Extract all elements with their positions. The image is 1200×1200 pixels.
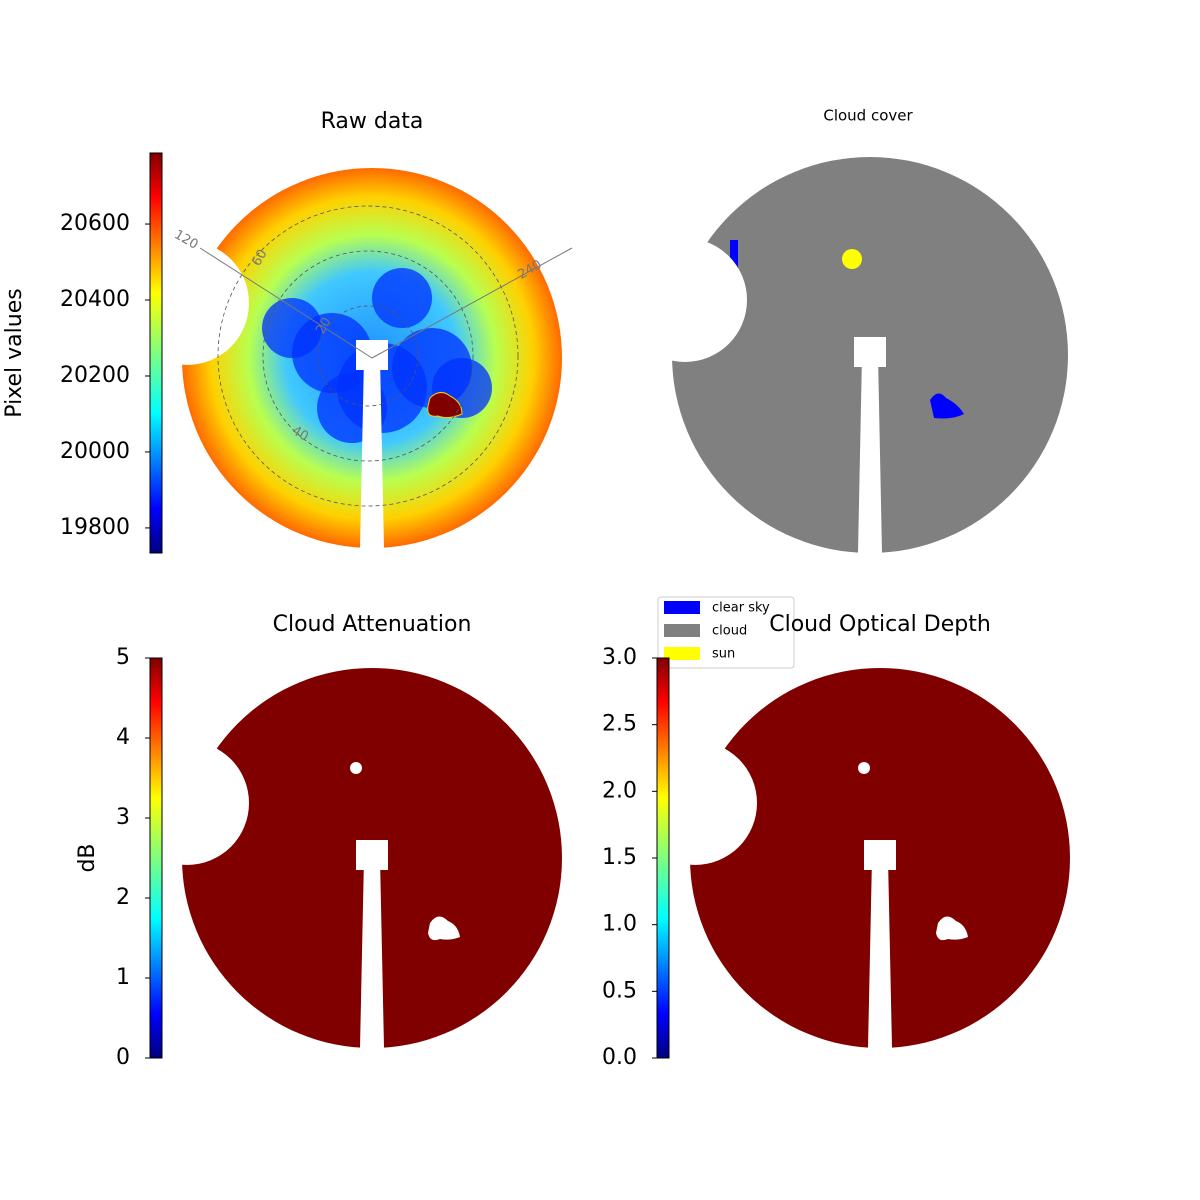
clear-sky-edge	[730, 240, 738, 280]
colorbar-tick-label: 0	[116, 1045, 130, 1070]
colorbar-tick-label: 2.0	[602, 778, 637, 803]
panel: Cloud Attenuation 0 1 2 3 4 5 dB	[75, 612, 562, 1070]
colorbar-tick-label: 19800	[60, 515, 130, 540]
panel-title: Cloud cover	[823, 107, 913, 125]
legend-label: sun	[712, 647, 735, 662]
blob	[262, 298, 322, 358]
colorbar-tick-label: 3.0	[602, 645, 637, 670]
panel: Cloud Optical Depth 0.0 0.5 1.0 1.5 2.0 2.5 3.0	[602, 612, 1070, 1070]
blob	[317, 373, 387, 443]
polar-ring	[217, 205, 519, 507]
colorbar-tick-label: 1.0	[602, 912, 637, 937]
colorbar-label: dB	[75, 843, 100, 872]
colorbar	[149, 657, 163, 1059]
colorbar-tick-label: 20200	[60, 363, 130, 388]
panel-title: Cloud Optical Depth	[769, 612, 991, 637]
polar-ring	[262, 250, 474, 462]
hot-spot	[427, 392, 463, 419]
polar-label: 60	[249, 247, 270, 269]
colorbar-tick-label: 1	[116, 965, 130, 990]
legend-swatch	[664, 624, 700, 637]
sun-disc	[842, 249, 862, 269]
colorbar-tick-label: 20600	[60, 211, 130, 236]
colorbar-tick-label: 4	[116, 725, 130, 750]
colorbar-tick-label: 2.5	[602, 712, 637, 737]
colorbar	[656, 657, 670, 1059]
polar-axis	[371, 247, 573, 359]
image	[182, 168, 562, 548]
colorbar-tick-label: 0.0	[602, 1045, 637, 1070]
blob	[372, 268, 432, 328]
legend-swatch	[664, 601, 700, 614]
colorbar	[149, 152, 163, 554]
colorbar-tick-label: 5	[116, 645, 130, 670]
image-fill	[672, 157, 1068, 553]
legend-swatch	[664, 647, 700, 660]
colorbar-tick-label: 3	[116, 805, 130, 830]
image-fill	[182, 668, 562, 1048]
legend-label: clear sky	[712, 601, 770, 616]
polar-axis	[199, 247, 373, 359]
colorbar-tick-label: 1.5	[602, 845, 637, 870]
colorbar-tick-label: 20000	[60, 439, 130, 464]
image	[182, 668, 562, 1048]
legend-label: cloud	[712, 624, 747, 639]
polar-ring	[317, 305, 419, 407]
panel-title: Raw data	[321, 109, 424, 134]
image-fill	[690, 668, 1070, 1048]
colorbar-tick-label: 2	[116, 885, 130, 910]
polar-label: 40	[289, 423, 311, 444]
panel: Cloud cover clear sky cloud sun	[657, 107, 1068, 669]
panel-title: Cloud Attenuation	[273, 612, 472, 637]
image	[690, 668, 1070, 1048]
polar-label: 20	[313, 315, 334, 337]
colorbar-tick-label: 0.5	[602, 978, 637, 1003]
image	[672, 157, 1068, 553]
clear-sky-blob	[930, 393, 964, 419]
colorbar-tick-label: 20400	[60, 287, 130, 312]
colorbar-label: Pixel values	[2, 288, 27, 417]
